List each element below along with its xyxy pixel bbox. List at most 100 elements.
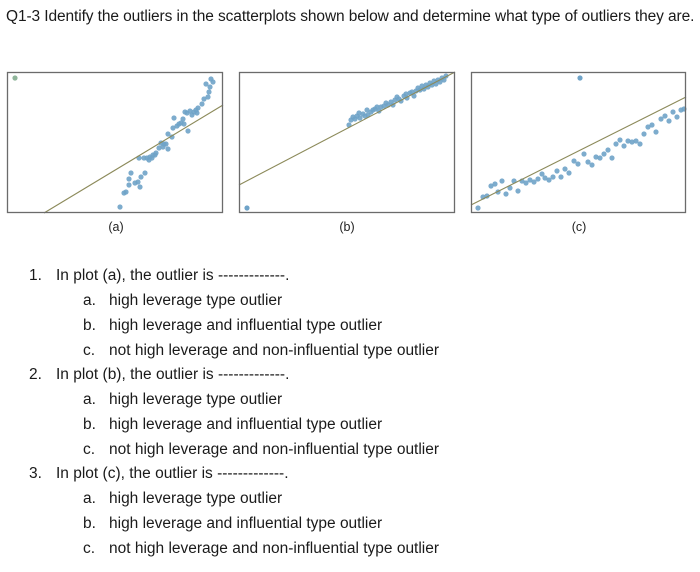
item-prompt: In plot (b), the outlier is ------------…: [56, 366, 290, 383]
data-point: [617, 137, 623, 143]
data-point: [492, 181, 498, 187]
caption-b: (b): [339, 220, 355, 234]
data-point: [546, 177, 552, 183]
data-point: [165, 146, 171, 152]
scatterplot-a-svg: [6, 71, 224, 214]
data-point: [156, 145, 162, 151]
data-point: [581, 151, 587, 157]
data-point: [558, 174, 564, 180]
question-prompt: Q1-3 Identify the outliers in the scatte…: [6, 8, 695, 25]
data-point: [550, 174, 556, 180]
data-point: [531, 179, 537, 185]
option-text: not high leverage and non-influential ty…: [109, 540, 440, 557]
data-point: [601, 151, 607, 157]
data-point: [649, 122, 655, 128]
data-point: [195, 105, 201, 111]
data-point: [374, 104, 380, 110]
data-point: [575, 161, 581, 167]
option-letter: c.: [83, 441, 96, 458]
data-point: [126, 182, 132, 188]
data-point: [138, 174, 144, 180]
scatterplot-c: [470, 71, 687, 214]
data-point: [605, 147, 611, 153]
data-point: [199, 101, 205, 107]
data-point: [542, 175, 548, 181]
data-point: [554, 168, 560, 174]
data-point: [621, 143, 627, 149]
outlier-point: [244, 205, 250, 211]
item-prompt: In plot (c), the outlier is ------------…: [56, 465, 289, 482]
data-point: [629, 139, 635, 145]
option-letter: c.: [83, 342, 96, 359]
data-point: [499, 178, 505, 184]
option-letter: b.: [83, 317, 96, 334]
option-text: not high leverage and non-influential ty…: [109, 441, 440, 458]
option-text: high leverage type outlier: [109, 391, 283, 408]
data-point: [645, 124, 651, 130]
data-point: [566, 170, 572, 176]
data-point: [653, 129, 659, 135]
data-point: [613, 141, 619, 147]
plot-frame: [6, 71, 224, 214]
option-letter: a.: [83, 292, 96, 309]
item-number: 2.: [29, 366, 42, 383]
option-text: high leverage and influential type outli…: [109, 515, 383, 532]
data-point: [625, 138, 631, 144]
item-prompt: In plot (a), the outlier is ------------…: [56, 267, 290, 284]
data-point: [169, 134, 175, 140]
item-number: 1.: [29, 267, 42, 284]
data-point: [165, 131, 171, 137]
caption-a: (a): [108, 220, 124, 234]
data-point: [185, 128, 191, 134]
regression-line: [470, 96, 687, 206]
data-point: [666, 118, 672, 124]
scatterplot-b-svg: [238, 71, 456, 214]
data-point: [210, 79, 216, 85]
data-point: [206, 89, 212, 95]
data-point: [670, 109, 676, 115]
data-point: [187, 108, 193, 114]
data-point: [503, 191, 509, 197]
option-text: high leverage type outlier: [109, 292, 283, 309]
data-point: [201, 96, 207, 102]
data-point: [170, 125, 176, 131]
option-text: high leverage and influential type outli…: [109, 317, 383, 334]
data-point: [357, 115, 363, 121]
data-point: [662, 113, 668, 119]
data-point: [593, 154, 599, 160]
data-point: [523, 180, 529, 186]
data-point: [515, 188, 521, 194]
data-point: [488, 183, 494, 189]
data-point: [126, 176, 132, 182]
data-point: [207, 84, 213, 90]
option-text: not high leverage and non-influential ty…: [109, 342, 440, 359]
data-point: [128, 170, 134, 176]
data-point: [137, 184, 143, 190]
data-point: [364, 107, 370, 113]
data-point: [637, 141, 643, 147]
data-point: [180, 116, 186, 122]
data-point: [194, 110, 200, 116]
data-point: [135, 179, 141, 185]
option-letter: a.: [83, 391, 96, 408]
plot-frame: [238, 71, 456, 214]
item-number: 3.: [29, 465, 42, 482]
data-point: [203, 81, 209, 87]
option-letter: b.: [83, 515, 96, 532]
data-point: [609, 155, 615, 161]
data-point: [597, 155, 603, 161]
data-point: [205, 94, 211, 100]
plot-frame: [470, 71, 687, 214]
caption-c: (c): [571, 220, 587, 234]
option-text: high leverage and influential type outli…: [109, 416, 383, 433]
data-point: [153, 150, 159, 156]
data-point: [403, 91, 409, 97]
scatterplot-a: [6, 71, 224, 214]
scatterplot-c-svg: [470, 71, 687, 214]
data-point: [674, 114, 680, 120]
data-point: [171, 115, 177, 121]
option-letter: c.: [83, 540, 96, 557]
data-point: [562, 166, 568, 172]
data-point: [658, 116, 664, 122]
data-point: [641, 131, 647, 137]
